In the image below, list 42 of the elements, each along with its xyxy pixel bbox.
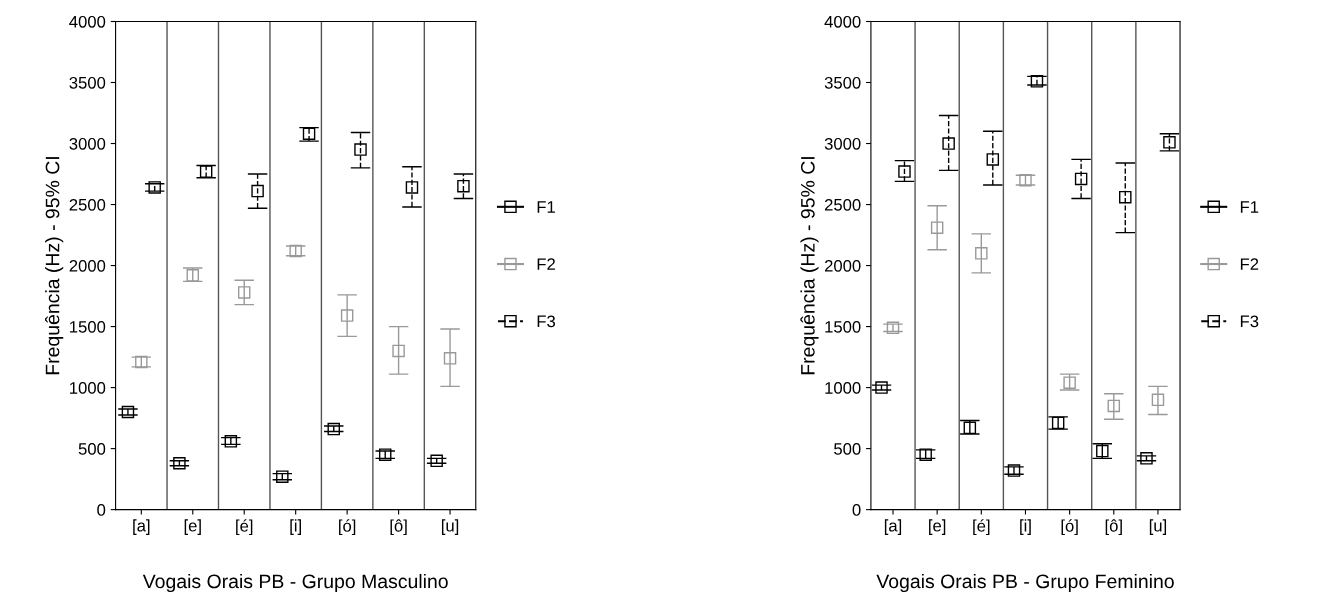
y-tick-label: 2000 xyxy=(824,259,861,272)
x-tick-label: [é] xyxy=(973,519,990,536)
y-tick-label: 2500 xyxy=(69,198,106,211)
x-tick-label: [e] xyxy=(929,519,946,535)
x-axis-title: Vogais Orais PB - Grupo Feminino xyxy=(876,573,1174,593)
y-tick-label: 3500 xyxy=(824,76,861,89)
y-tick-label: 3000 xyxy=(69,137,106,150)
y-tick-label: 1000 xyxy=(825,381,861,394)
legend-label: F1 xyxy=(1240,201,1259,213)
y-tick-label: 2000 xyxy=(69,259,106,272)
legend-label: F1 xyxy=(537,201,555,213)
x-tick-label: [ô] xyxy=(390,519,407,535)
y-tick-label: 3500 xyxy=(69,76,106,89)
y-axis-title: Frequência (Hz) - 95% CI xyxy=(45,157,64,375)
y-tick-label: 0 xyxy=(852,504,861,516)
y-tick-label: 1000 xyxy=(70,381,106,394)
x-tick-label: [e] xyxy=(184,519,201,535)
legend-label: F3 xyxy=(1240,315,1259,328)
y-tick-label: 500 xyxy=(834,443,861,455)
x-tick-label: [i] xyxy=(290,519,301,535)
y-tick-label: 4000 xyxy=(824,15,861,28)
x-tick-label: [ó] xyxy=(1061,519,1078,536)
x-tick-label: [ó] xyxy=(339,519,356,536)
x-tick-label: [a] xyxy=(884,519,902,535)
y-tick-label: 2500 xyxy=(824,198,861,211)
x-tick-label: [u] xyxy=(441,519,459,535)
x-tick-label: [a] xyxy=(133,519,150,535)
x-axis-title: Vogais Orais PB - Grupo Masculino xyxy=(142,573,448,593)
x-tick-label: [ô] xyxy=(1105,519,1122,535)
y-tick-label: 1500 xyxy=(825,320,861,333)
x-tick-label: [u] xyxy=(1149,519,1167,535)
x-tick-label: [i] xyxy=(1020,519,1031,535)
x-tick-label: [é] xyxy=(236,519,253,536)
legend-label: F2 xyxy=(1240,258,1259,270)
y-tick-label: 500 xyxy=(78,443,106,455)
legend-label: F3 xyxy=(537,315,556,328)
y-tick-label: 0 xyxy=(97,504,106,516)
y-tick-label: 4000 xyxy=(69,15,106,28)
legend-label: F2 xyxy=(537,258,555,270)
y-axis-title: Frequência (Hz) - 95% CI xyxy=(800,157,819,375)
y-tick-label: 3000 xyxy=(824,137,861,150)
y-tick-label: 1500 xyxy=(70,320,106,333)
